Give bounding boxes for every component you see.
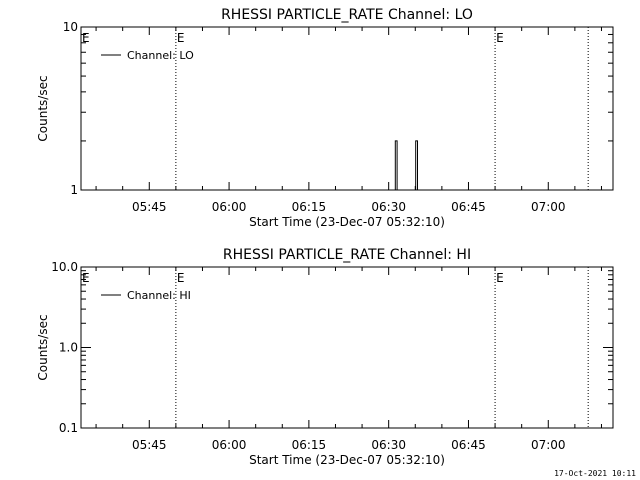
x-tick-label: 05:45	[132, 438, 167, 452]
legend-label: Channel: HI	[127, 289, 191, 302]
y-tick-label: 10.0	[51, 260, 78, 274]
x-axis-label: Start Time (23-Dec-07 05:32:10)	[249, 215, 445, 229]
x-tick-label: 07:00	[531, 438, 566, 452]
y-axis-label: Counts/sec	[36, 314, 50, 380]
x-tick-label: 06:45	[451, 200, 486, 214]
x-tick-label: 06:30	[371, 438, 406, 452]
x-tick-label: 06:15	[292, 438, 327, 452]
event-marker-label: E	[177, 31, 185, 45]
x-tick-label: 06:30	[371, 200, 406, 214]
x-tick-label: 06:45	[451, 438, 486, 452]
y-tick-label: 1.0	[59, 341, 78, 355]
x-tick-label: 06:00	[212, 438, 247, 452]
y-axis-label: Counts/sec	[36, 75, 50, 141]
x-tick-label: 05:45	[132, 200, 167, 214]
x-tick-label: 07:00	[531, 200, 566, 214]
y-tick-label: 1	[70, 183, 78, 197]
event-marker-label: E	[177, 271, 185, 285]
event-marker-label: E	[82, 31, 90, 45]
x-tick-label: 06:15	[292, 200, 327, 214]
event-marker-label: E	[496, 31, 504, 45]
footer-timestamp: 17-Oct-2021 10:11	[554, 469, 636, 478]
y-tick-label: 10	[63, 20, 78, 34]
event-marker-label: E	[496, 271, 504, 285]
series-line	[394, 140, 418, 191]
chart-title: RHESSI PARTICLE_RATE Channel: HI	[223, 247, 471, 263]
plot-frame	[80, 26, 614, 191]
event-marker-label: E	[82, 271, 90, 285]
y-tick-label: 0.1	[59, 421, 78, 435]
x-tick-label: 06:00	[212, 200, 247, 214]
legend-label: Channel: LO	[127, 49, 194, 62]
chart-title: RHESSI PARTICLE_RATE Channel: LO	[221, 7, 473, 23]
panel-2: RHESSI PARTICLE_RATE Channel: HI Counts/s…	[36, 247, 614, 467]
panel-1: RHESSI PARTICLE_RATE Channel: LO Counts/s…	[36, 7, 614, 229]
x-axis-label: Start Time (23-Dec-07 05:32:10)	[249, 453, 445, 467]
